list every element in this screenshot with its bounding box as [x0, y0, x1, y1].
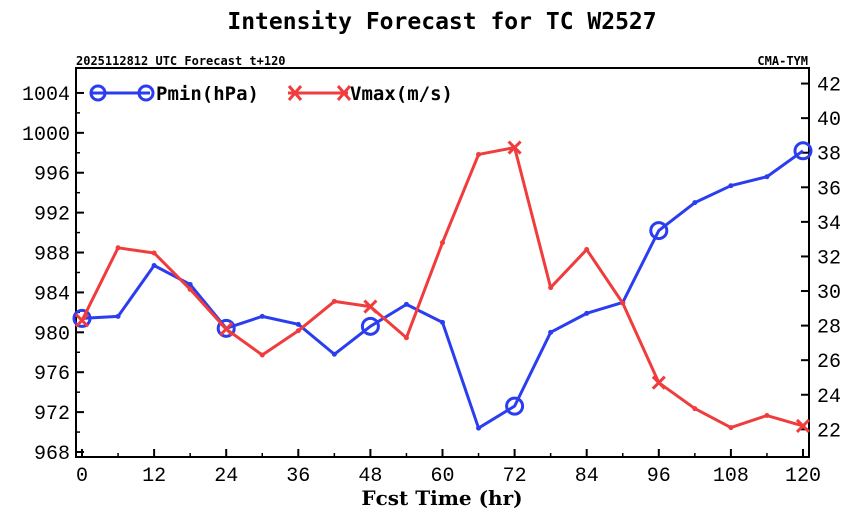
vmax-point [764, 413, 770, 419]
x-tick-label: 120 [785, 465, 821, 488]
right-tick-label: 24 [817, 386, 841, 409]
pmin-point [403, 301, 409, 307]
x-tick-label: 96 [647, 465, 671, 488]
left-tick-label: 968 [34, 443, 70, 466]
chart-subtitle-left: 2025112812 UTC Forecast t+120 [76, 54, 286, 68]
x-axis: 0 12 24 36 48 60 72 84 96 108 120 [76, 449, 821, 488]
vmax-point [584, 247, 590, 253]
right-tick-label: 38 [817, 144, 841, 167]
x-tick-label: 36 [286, 465, 310, 488]
vmax-marker [651, 375, 666, 390]
vmax-point [259, 352, 265, 358]
left-tick-label: 992 [34, 204, 70, 227]
pmin-point [692, 200, 698, 206]
vmax-point [403, 335, 409, 341]
vmax-marker [219, 322, 234, 337]
left-tick-label: 1004 [22, 84, 70, 107]
pmin-point [295, 321, 301, 327]
legend-vmax-marker-end [336, 85, 352, 101]
left-tick-label: 996 [34, 164, 70, 187]
pmin-point [584, 310, 590, 316]
vmax-point [692, 406, 698, 412]
left-tick-label: 1000 [22, 124, 70, 147]
vmax-point [728, 425, 734, 431]
right-tick-label: 28 [817, 317, 841, 340]
legend-pmin-marker-end [137, 84, 155, 102]
series-lines [72, 140, 813, 433]
vmax-point [331, 298, 337, 304]
legend-pmin-marker [89, 84, 107, 102]
right-tick-label: 32 [817, 247, 841, 270]
right-tick-label: 40 [817, 109, 841, 132]
vmax-point [187, 286, 193, 292]
left-tick-label: 988 [34, 244, 70, 267]
right-tick-label: 22 [817, 420, 841, 443]
pmin-point [440, 319, 445, 325]
x-tick-label: 48 [358, 465, 382, 488]
pmin-marker [216, 318, 236, 338]
left-y-axis: 968 972 976 980 984 988 992 996 1000 1004 [22, 84, 84, 466]
vmax-point [115, 245, 121, 251]
right-tick-label: 26 [817, 351, 841, 374]
left-tick-label: 972 [34, 403, 70, 426]
legend-vmax-marker [287, 85, 303, 101]
right-tick-label: 30 [817, 282, 841, 305]
vmax-point [151, 250, 157, 256]
pmin-point [476, 425, 482, 431]
pmin-marker [793, 141, 813, 161]
vmax-point [295, 328, 301, 334]
chart-title: Intensity Forecast for TC W2527 [227, 9, 656, 35]
pmin-point [764, 174, 770, 180]
vmax-point [476, 151, 482, 157]
vmax-point [620, 300, 626, 306]
x-tick-label: 108 [713, 465, 749, 488]
right-tick-label: 42 [817, 75, 841, 98]
x-tick-label: 24 [214, 465, 238, 488]
right-tick-label: 34 [817, 213, 841, 236]
pmin-point [187, 281, 193, 287]
x-tick-label: 12 [142, 465, 166, 488]
vmax-point [440, 240, 445, 246]
legend-pmin-label: Pmin(hPa) [156, 83, 259, 105]
pmin-marker [360, 316, 380, 336]
x-tick-label: 84 [575, 465, 599, 488]
x-axis-label: Fcst Time (hr) [361, 486, 522, 510]
legend-vmax-label: Vmax(m/s) [350, 83, 453, 105]
vmax-point [548, 285, 554, 291]
pmin-marker [72, 308, 92, 328]
pmin-point [259, 313, 265, 319]
vmax-marker [507, 140, 522, 155]
left-tick-label: 984 [34, 283, 70, 306]
vmax-marker [74, 313, 90, 328]
right-tick-label: 36 [817, 178, 841, 201]
left-tick-label: 976 [34, 363, 70, 386]
legend: Pmin(hPa) Vmax(m/s) [89, 83, 453, 105]
right-y-axis: 22 24 26 28 30 32 34 36 38 40 42 [801, 75, 841, 443]
vmax-marker [363, 299, 378, 314]
x-tick-label: 0 [76, 465, 88, 488]
pmin-point [151, 262, 157, 268]
pmin-point [728, 183, 734, 189]
left-tick-label: 980 [34, 323, 70, 346]
pmin-marker [505, 396, 525, 416]
vmax-marker [795, 418, 811, 433]
x-tick-label: 72 [503, 465, 527, 488]
pmin-point [548, 329, 554, 335]
plot-frame [75, 67, 810, 458]
chart-subtitle-right: CMA-TYM [757, 54, 808, 68]
pmin-marker [649, 221, 669, 241]
pmin-point [331, 351, 337, 357]
x-tick-label: 60 [430, 465, 454, 488]
pmin-point [115, 313, 121, 319]
